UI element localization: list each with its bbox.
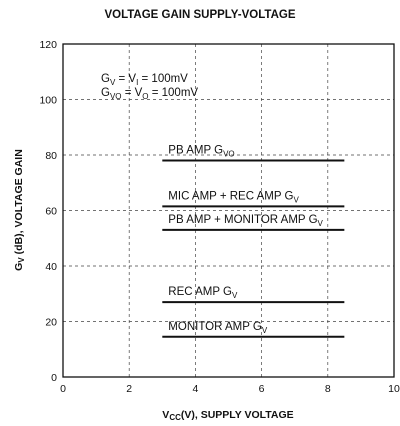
series-label: MONITOR AMP GV (168, 321, 268, 335)
y-tick-label: 60 (45, 206, 57, 218)
y-tick-label: 100 (39, 95, 57, 107)
y-tick-label: 20 (45, 317, 57, 329)
series-label: MIC AMP + REC AMP GV (168, 190, 299, 204)
y-tick-labels: 0 20 40 60 80 100 120 (39, 39, 57, 384)
plot-frame (62, 43, 395, 378)
x-tick-label: 2 (126, 383, 132, 395)
condition-line: GVO = VO = 100mV (101, 87, 198, 101)
y-tick-label: 80 (45, 150, 57, 162)
series-label: PB AMP GVO (168, 145, 234, 159)
series-label: REC AMP GV (168, 286, 238, 300)
x-tick-label: 0 (60, 383, 66, 395)
x-tick-label: 8 (325, 383, 331, 395)
y-tick-label: 40 (45, 261, 57, 273)
y-tick-label: 0 (51, 372, 57, 384)
condition-line: GV = VI = 100mV (101, 73, 188, 87)
x-tick-label: 4 (192, 383, 198, 395)
chart-title: VOLTAGE GAIN SUPPLY-VOLTAGE (104, 9, 295, 21)
series-group: PB AMP GVO MIC AMP + REC AMP GV PB AMP + M… (162, 145, 345, 338)
x-axis-label: VCC(V), SUPPLY VOLTAGE (162, 409, 293, 422)
x-tick-labels: 0 2 4 6 8 10 (60, 383, 400, 395)
y-axis-label: GV (dB), VOLTAGE GAIN (13, 149, 26, 271)
x-tick-label: 10 (388, 383, 400, 395)
series-label: PB AMP + MONITOR AMP GV (168, 214, 323, 228)
y-tick-label: 120 (39, 39, 57, 51)
x-tick-label: 6 (259, 383, 265, 395)
